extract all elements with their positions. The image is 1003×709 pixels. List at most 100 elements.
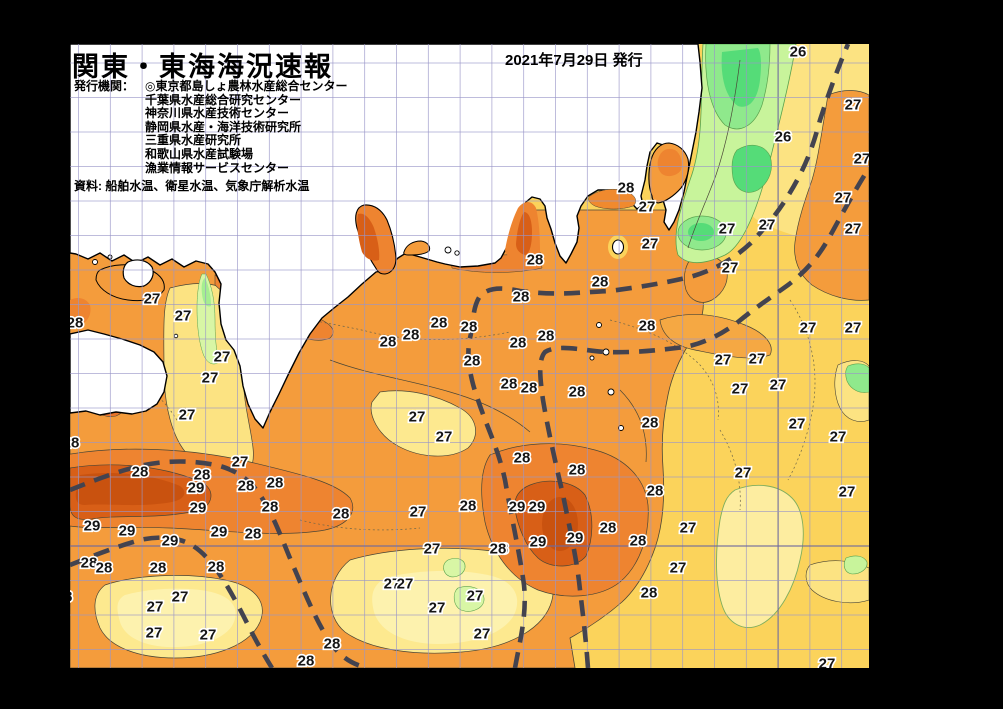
temp-label: 28 [81,555,98,572]
temperature-labels: 2727282727272728282829282829282929292829… [70,44,869,668]
temp-label: 28 [96,560,113,577]
atsumi-islet-2 [454,250,460,256]
temp-label: 28 [647,483,664,500]
temp-label: 28 [569,384,586,401]
atsumi-islet-1 [444,246,452,254]
izu-island-5 [618,425,624,431]
temp-label: 27 [732,381,749,398]
temp-label: 27 [146,625,163,642]
issuer-item: 千葉県水産総合研究センター [145,92,302,107]
temp-label: 26 [790,44,807,61]
temp-label: 29 [84,518,101,535]
temp-label: 28 [333,506,350,523]
sea-zone-27-pale-right [716,484,804,628]
temp-label: 28 [267,475,284,492]
temp-label: 27 [397,576,414,593]
temp-label: 27 [642,236,659,253]
temp-label: 27 [424,541,441,558]
temp-label: 27 [835,190,852,207]
tokyo-bay-core [657,148,682,177]
temp-label: 28 [150,560,167,577]
temp-label: 27 [819,656,836,669]
temp-label: 27 [735,465,752,482]
temp-label: 26 [775,129,792,146]
temp-label: 27 [715,352,732,369]
current-branch-line-c [70,459,369,668]
temp-label: 28 [238,478,255,495]
temp-label: 27 [436,429,453,446]
temp-label: 28 [132,464,149,481]
sea-zone-27-lake-center [370,390,476,457]
temp-label: 28 [431,315,448,332]
ise-bay-core [357,213,380,261]
temp-label: 27 [214,349,231,366]
temp-label: 27 [759,217,776,234]
temp-label: 27 [639,199,656,216]
temp-label: 28 [527,252,544,269]
sagami-warm-patch [588,188,636,210]
temp-label: 27 [749,351,766,368]
temp-label: 28 [460,498,477,515]
oshima-island [611,239,625,255]
temp-label: 29 [190,500,207,517]
temp-label: 28 [464,353,481,370]
issuer-list: ◎東京都島しょ農林水産総合センター 千葉県水産総合研究センター 神奈川県水産技術セン… [145,79,348,175]
sea-zone-28-blob [684,255,728,303]
green-edge-sliver [845,363,869,393]
temp-label: 28 [70,435,79,452]
sea-zone-27-palest-bottom [372,570,518,644]
issuer-item: 三重県水産研究所 [145,133,242,148]
temp-label: 29 [119,523,136,540]
temp-label: 28 [501,376,518,393]
sst-map: 2727282727272728282829282829282929292829… [70,44,869,668]
inland-islet-1 [92,259,98,265]
kuroshio-line-a [466,44,851,668]
temp-label: 27 [719,221,736,238]
temp-label: 27 [800,320,817,337]
issuers-block: 発行機関： ◎東京都島しょ農林水産総合センター 千葉県水産総合研究センター 神奈川県… [74,79,348,175]
temp-label: 28 [510,335,527,352]
temp-label: 27 [845,221,862,238]
temp-label: 28 [324,636,341,653]
temp-label: 28 [521,380,538,397]
channel-islet [173,333,179,339]
temp-label: 28 [600,520,617,537]
temp-label: 29 [509,499,526,516]
temp-label: 27 [839,484,856,501]
temp-label: 27 [854,151,869,168]
sst-map-svg: 2727282727272728282829282829282929292829… [70,44,869,668]
temp-label: 28 [403,327,420,344]
mikawa-bay-water [403,240,431,256]
core29-left-inner [75,473,185,506]
awaji-island [122,259,154,288]
temp-label: 28 [641,585,658,602]
temp-label: 29 [211,524,228,541]
temp-label: 29 [530,534,547,551]
temp-label: 27 [410,504,427,521]
issuer-item: 和歌山県水産試験場 [145,146,254,161]
izu-island-1 [596,322,602,328]
temp-label: 28 [514,450,531,467]
temp-label: 28 [194,467,211,484]
temp-label: 27 [144,291,161,308]
temp-label: 28 [70,589,72,606]
sea-zone-27-palest-left [117,588,236,648]
temp-label: 27 [474,626,491,643]
green26-mid-core [731,144,772,193]
green-bottom-right [843,555,868,575]
source-note: 資料: 船舶水温、衛星水温、気象庁解析水温 [74,179,310,193]
temp-label: 27 [147,599,164,616]
temp-label: 28 [618,180,635,197]
izu-island-2 [602,348,610,356]
temp-label: 27 [670,560,687,577]
temp-label: 28 [461,319,478,336]
temp-label: 27 [830,429,847,446]
temp-label: 27 [179,407,196,424]
temp-label: 27 [845,320,862,337]
temp-label: 28 [592,274,609,291]
temp-label: 27 [202,370,219,387]
issuer-item: ◎東京都島しょ農林水産総合センター [145,79,348,93]
temp-label: 27 [467,588,484,605]
temp-label: 28 [380,334,397,351]
temp-label: 27 [845,97,862,114]
